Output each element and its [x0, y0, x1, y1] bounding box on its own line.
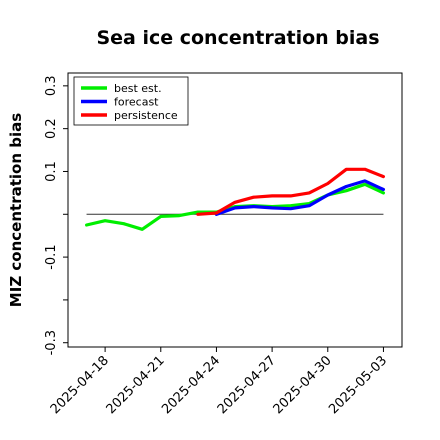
y-axis: -0.3 -0.1 0.1 0.2 0.3 [44, 75, 68, 355]
chart-title: Sea ice concentration bias [96, 27, 379, 49]
legend-label: best est. [114, 82, 162, 95]
y-tick-label: 0.3 [44, 75, 59, 96]
x-tick-label: 2025-04-21 [104, 353, 168, 417]
series-line-persistence [196, 167, 385, 216]
legend-label: persistence [114, 109, 178, 122]
x-axis: 2025-04-182025-04-212025-04-242025-04-27… [48, 347, 390, 417]
y-tick-label: 0.2 [44, 118, 59, 139]
y-tick-label: 0.1 [44, 161, 59, 182]
x-tick-label: 2025-04-18 [48, 353, 112, 417]
series-layer [84, 167, 385, 231]
y-axis-label: MIZ concentration bias [7, 113, 25, 307]
plot-frame [67, 72, 403, 348]
y-tick-label: -0.3 [44, 330, 59, 355]
legend-label: forecast [114, 96, 159, 109]
series-line-forecast [214, 179, 385, 216]
x-tick-label: 2025-04-30 [271, 353, 335, 417]
x-tick-label: 2025-05-03 [326, 353, 390, 417]
x-tick-label: 2025-04-24 [159, 353, 223, 417]
y-tick-label: -0.1 [44, 244, 59, 269]
x-tick-label: 2025-04-27 [215, 353, 279, 417]
